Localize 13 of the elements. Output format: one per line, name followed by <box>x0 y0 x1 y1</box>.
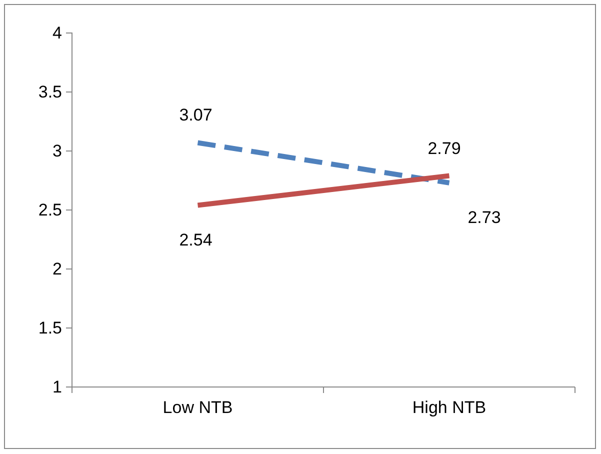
x-tick-label: High NTB <box>412 398 486 418</box>
data-label: 2.73 <box>468 208 501 227</box>
y-tick-label: 1 <box>52 377 62 396</box>
data-label: 2.79 <box>428 138 461 158</box>
y-tick-label: 2.5 <box>38 200 62 220</box>
x-tick-label: Low NTB <box>162 398 233 418</box>
y-tick-label: 3.5 <box>38 82 62 102</box>
data-label: 3.07 <box>179 106 212 125</box>
y-tick-label: 2 <box>52 259 62 278</box>
y-tick-label: 1.5 <box>38 318 62 338</box>
data-label: 2.54 <box>179 230 212 250</box>
y-tick-label: 3 <box>52 141 62 160</box>
y-tick-label: 4 <box>52 23 62 42</box>
